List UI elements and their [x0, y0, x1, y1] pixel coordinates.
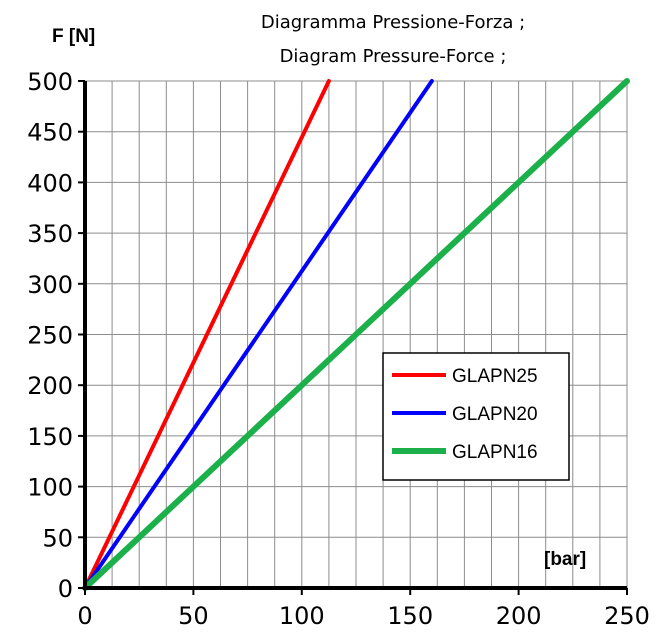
y-axis-title: F [N]	[52, 26, 95, 47]
legend: GLAPN25 GLAPN20 GLAPN16	[382, 352, 570, 481]
y-tick-label: 50	[42, 524, 73, 552]
x-axis-title: [bar]	[544, 549, 586, 570]
x-tick-label: 50	[178, 602, 209, 630]
y-tick-label: 350	[27, 220, 73, 248]
series-line-glapn25	[83, 79, 331, 590]
x-tick-label: 0	[77, 602, 92, 630]
legend-label-glapn16: GLAPN16	[452, 442, 538, 463]
series-lines	[82, 78, 630, 591]
y-tick-label: 500	[27, 68, 73, 96]
y-tick-label: 100	[27, 474, 73, 502]
tick-labels: 0 50 100 150 200 250 300 350 400 450 500 0 50 100 150 2…	[27, 68, 650, 630]
series-line-glapn16	[82, 78, 630, 591]
series-line-glapn20	[83, 79, 434, 590]
y-tick-label: 150	[27, 423, 73, 451]
chart-title-line-2: Diagram Pressure-Force ;	[280, 46, 507, 67]
x-tick-label: 150	[387, 602, 433, 630]
grid	[84, 80, 628, 589]
y-tick-label: 200	[27, 372, 73, 400]
x-tick-label: 250	[604, 602, 650, 630]
x-tick-label: 200	[496, 602, 542, 630]
legend-label-glapn20: GLAPN20	[452, 404, 538, 425]
y-tick-label: 0	[58, 575, 73, 603]
chart-title-line-1: Diagramma Pressione-Forza ;	[261, 12, 525, 33]
y-tick-label: 300	[27, 271, 73, 299]
y-tick-label: 400	[27, 169, 73, 197]
y-tick-label: 450	[27, 119, 73, 147]
x-tick-label: 100	[279, 602, 325, 630]
y-tick-label: 250	[27, 322, 73, 350]
legend-label-glapn25: GLAPN25	[452, 366, 538, 387]
